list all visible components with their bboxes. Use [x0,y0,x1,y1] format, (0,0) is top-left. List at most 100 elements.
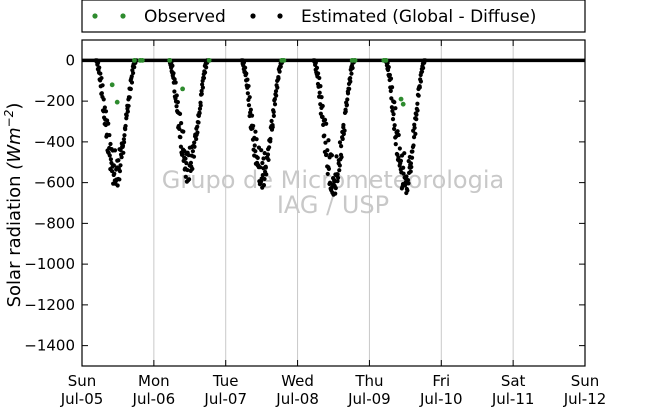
data-point-estimated [108,141,113,147]
data-point-estimated [324,152,329,157]
legend-observed-marker [92,13,98,19]
data-point-estimated [170,63,175,68]
y-axis-label-exponent: −2 [2,110,16,128]
data-point-estimated [260,160,265,166]
data-point-estimated [172,77,177,82]
data-point-estimated [180,152,185,157]
data-point-estimated [320,103,325,109]
data-point-estimated [121,140,127,145]
data-point-estimated [252,143,257,148]
x-tick-label-day: Thu [354,372,383,390]
x-tick-label-date: Jul-07 [203,390,247,408]
data-point-estimated [320,114,325,119]
data-point-estimated [190,149,195,154]
data-point-estimated [314,65,320,70]
data-point-estimated [262,151,267,156]
data-point-estimated [396,132,401,138]
data-point-estimated [393,106,398,111]
data-point-estimated [411,143,416,148]
data-point-estimated [197,106,203,111]
data-point-estimated [401,171,406,176]
data-point-estimated [99,75,104,81]
data-point-estimated [243,73,248,78]
data-point-estimated [270,123,275,128]
data-point-estimated [194,136,199,142]
data-point-estimated [253,149,258,154]
y-axis: 0 −200 −400 −600 −800 −1000 −1200 −1400 [24,51,585,355]
data-point-estimated [243,65,248,70]
x-axis: SunJul-05MonJul-06TueJul-07WedJul-08ThuJ… [60,40,606,408]
data-point-estimated [276,75,281,80]
x-tick-label-day: Tue [212,372,239,390]
data-point-estimated [175,100,180,105]
data-point-estimated [419,70,424,75]
data-point-estimated [274,83,279,88]
data-point-estimated [317,75,322,81]
data-point-estimated [184,160,189,166]
data-point-estimated [245,77,250,82]
data-point-estimated [174,104,179,109]
data-point-observed [114,99,120,105]
data-point-estimated [393,142,398,147]
data-point-estimated [388,76,394,81]
data-point-estimated [395,129,400,134]
data-point-observed [400,101,406,107]
data-point-estimated [174,93,179,98]
data-point-estimated [267,145,272,150]
data-point-estimated [343,107,348,112]
data-point-estimated [389,85,395,90]
data-point-estimated [271,113,276,118]
data-point-estimated [405,177,411,183]
data-point-estimated [202,69,207,74]
data-point-estimated [402,151,407,156]
data-point-observed [132,57,137,63]
data-point-estimated [199,88,204,94]
data-point-estimated [117,169,123,174]
data-point-estimated [247,95,252,100]
data-point-estimated [319,95,324,100]
data-point-estimated [396,155,401,160]
data-point-estimated [349,71,354,76]
data-point-estimated [339,144,344,149]
data-point-estimated [246,83,251,89]
data-point-estimated [95,62,100,67]
data-point-estimated [121,137,126,142]
x-tick-label-day: Mon [138,372,170,390]
data-point-estimated [344,103,349,108]
legend-estimated-label: Estimated (Global - Diffuse) [301,7,536,27]
series-estimated [93,58,428,197]
x-tick-label-date: Jul-11 [491,390,535,408]
data-point-estimated [313,62,318,67]
data-point-estimated [116,158,121,163]
data-point-estimated [392,123,397,128]
data-point-estimated [123,123,128,129]
data-point-estimated [126,103,131,109]
data-point-observed [352,57,358,63]
y-axis-label-main: Solar radiation [4,170,25,308]
data-point-estimated [413,131,418,136]
data-point-estimated [334,154,339,159]
data-point-estimated [341,125,346,130]
data-point-estimated [127,86,133,91]
x-tick-label-date: Jul-08 [275,390,319,408]
data-point-estimated [325,171,330,177]
data-point-observed [206,57,212,63]
data-point-estimated [410,149,415,154]
data-point-estimated [245,91,250,96]
data-point-estimated [327,180,333,185]
data-point-estimated [403,183,408,188]
data-point-estimated [124,113,129,118]
y-tick-label: −800 [34,214,75,232]
data-point-observed [383,57,389,63]
x-tick-label-day: Sat [501,372,526,390]
data-point-estimated [118,163,123,168]
data-point-estimated [398,161,403,166]
data-point-estimated [329,153,335,158]
data-point-estimated [401,165,406,170]
data-point-observed [281,57,287,63]
x-tick-label-date: Jul-06 [132,390,176,408]
data-point-estimated [411,135,417,140]
data-point-estimated [333,186,338,191]
data-point-estimated [129,74,134,79]
series-observed [109,57,406,107]
